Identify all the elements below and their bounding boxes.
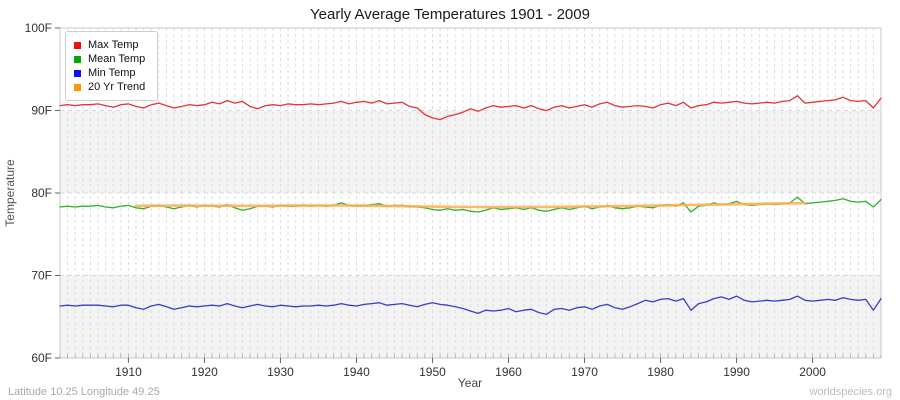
x-axis-label: Year — [457, 376, 483, 390]
legend-label: Mean Temp — [88, 53, 146, 65]
y-tick-label: 80F — [31, 186, 52, 200]
y-tick-label: 70F — [31, 269, 52, 283]
y-tick-label: 60F — [31, 351, 52, 365]
x-tick-label: 1930 — [267, 365, 294, 379]
max-temp-line — [59, 95, 882, 121]
x-tick-label: 1970 — [571, 365, 598, 379]
legend-item-min-temp: Min Temp — [74, 67, 145, 79]
20-yr-trend-line — [134, 201, 807, 209]
legend-item-max-temp: Max Temp — [74, 39, 145, 51]
legend-label: Max Temp — [88, 39, 139, 51]
legend-swatch-icon — [74, 83, 81, 91]
legend-label: Min Temp — [88, 67, 136, 79]
min-temp-line — [59, 295, 882, 315]
y-tick-label: 100F — [25, 21, 52, 35]
y-axis-label: Temperature — [3, 159, 17, 227]
chart-title: Yearly Average Temperatures 1901 - 2009 — [310, 6, 590, 23]
legend-swatch-icon — [74, 55, 81, 63]
coordinates-caption: Latitude 10.25 Longitude 49.25 — [8, 386, 160, 398]
y-tick-label: 90F — [31, 104, 52, 118]
watermark: worldspecies.org — [809, 386, 892, 398]
x-tick-label: 1960 — [495, 365, 522, 379]
x-tick-label: 1940 — [343, 365, 370, 379]
x-tick-label: 1920 — [191, 365, 218, 379]
x-tick-label: 1990 — [723, 365, 750, 379]
x-tick-label: 1980 — [647, 365, 674, 379]
legend-box: Max Temp Mean Temp Min Temp 20 Yr Trend — [65, 31, 159, 101]
x-tick-label: 2000 — [799, 365, 826, 379]
x-tick-label: 1910 — [115, 365, 142, 379]
legend-label: 20 Yr Trend — [88, 81, 146, 93]
legend-item-mean-temp: Mean Temp — [74, 53, 145, 65]
legend-item-20-yr-trend: 20 Yr Trend — [74, 81, 145, 93]
legend-swatch-icon — [74, 41, 81, 49]
legend-swatch-icon — [74, 69, 81, 77]
x-tick-label: 1950 — [419, 365, 446, 379]
